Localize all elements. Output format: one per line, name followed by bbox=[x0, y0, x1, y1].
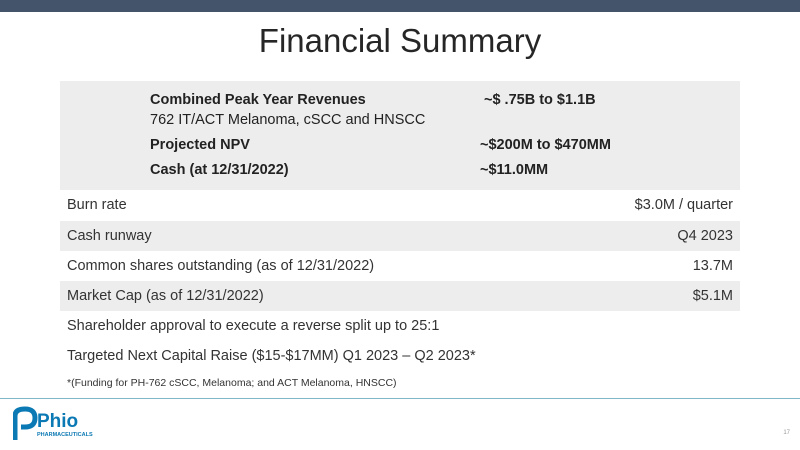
slide-title: Financial Summary bbox=[258, 22, 542, 59]
top-bar bbox=[0, 0, 800, 12]
table-row-reverse-split: Shareholder approval to execute a revers… bbox=[60, 311, 740, 341]
row-value: 13.7M bbox=[692, 258, 733, 274]
page-number: 17 bbox=[783, 430, 790, 436]
row-label: Common shares outstanding (as of 12/31/2… bbox=[67, 258, 375, 274]
footnote: *(Funding for PH-762 cSCC, Melanoma; and… bbox=[67, 377, 397, 389]
row-value: Q4 2023 bbox=[677, 228, 733, 244]
row-label: Burn rate bbox=[67, 197, 127, 213]
peak-revenue-label: Combined Peak Year Revenues bbox=[150, 92, 366, 108]
peak-revenue-value: ~$ .75B to $1.1B bbox=[484, 92, 596, 108]
cash-value: ~$11.0MM bbox=[480, 162, 549, 178]
logo-subtext: PHARMACEUTICALS bbox=[37, 432, 93, 438]
cash-label: Cash (at 12/31/2022) bbox=[150, 162, 289, 178]
npv-label: Projected NPV bbox=[150, 137, 250, 153]
table-row-market-cap: Market Cap (as of 12/31/2022) $5.1M bbox=[60, 281, 740, 311]
table-row-capital-raise: Targeted Next Capital Raise ($15-$17MM) … bbox=[60, 341, 740, 371]
npv-value: ~$200M to $470MM bbox=[480, 137, 611, 153]
peak-revenue-subtext: 762 IT/ACT Melanoma, cSCC and HNSCC bbox=[150, 112, 426, 128]
row-label: Targeted Next Capital Raise ($15-$17MM) … bbox=[67, 348, 476, 364]
logo-wordmark: Phio bbox=[37, 411, 78, 432]
table-row-shares-outstanding: Common shares outstanding (as of 12/31/2… bbox=[60, 251, 740, 281]
table-row-cash-runway: Cash runway Q4 2023 bbox=[60, 221, 740, 251]
row-value: $5.1M bbox=[692, 288, 733, 304]
phio-logo: Phio PHARMACEUTICALS bbox=[13, 406, 93, 440]
row-label: Shareholder approval to execute a revers… bbox=[67, 318, 440, 334]
table-row-burn-rate: Burn rate $3.0M / quarter bbox=[60, 190, 740, 220]
row-label: Cash runway bbox=[67, 228, 152, 244]
footer-divider bbox=[0, 398, 800, 399]
highlight-box bbox=[60, 81, 740, 190]
row-label: Market Cap (as of 12/31/2022) bbox=[67, 288, 264, 304]
row-value: $3.0M / quarter bbox=[634, 197, 733, 213]
